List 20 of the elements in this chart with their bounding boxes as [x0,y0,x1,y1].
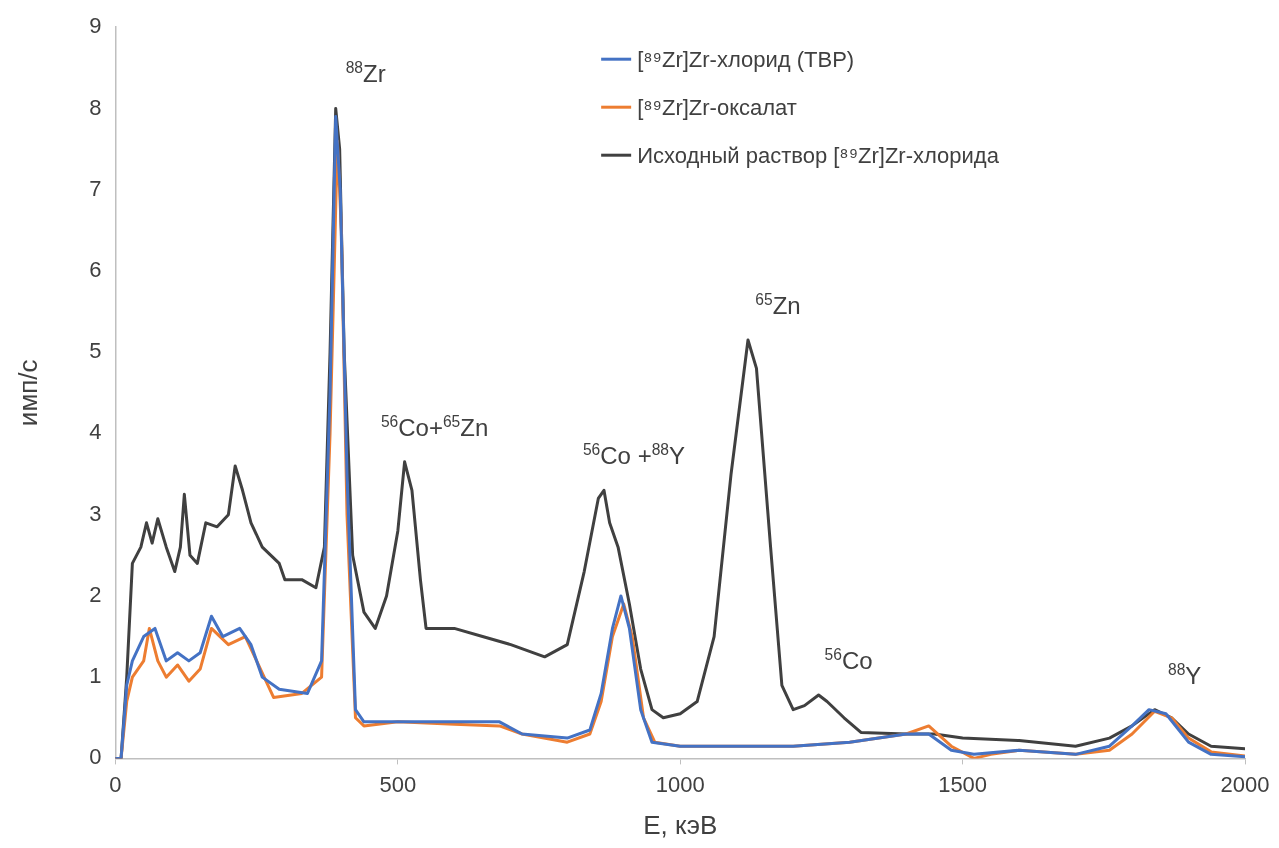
x-tick-label: 500 [379,771,417,797]
y-tick-label: 0 [89,744,102,770]
y-tick-label: 7 [89,175,102,201]
y-tick-label: 8 [89,94,102,120]
y-tick-label: 4 [89,419,102,445]
legend-label: [⁸⁹Zr]Zr-оксалат [637,95,797,121]
x-axis-title: E, кэВ [643,809,718,840]
legend-label: [⁸⁹Zr]Zr-хлорид (TBP) [637,47,855,73]
x-tick-label: 2000 [1220,771,1270,797]
y-tick-label: 6 [89,257,102,282]
y-tick-label: 9 [89,13,102,39]
y-tick-label: 2 [89,581,102,607]
y-axis-title: имп/с [12,359,43,427]
y-tick-label: 5 [89,338,102,364]
x-tick-label: 1500 [938,771,988,797]
y-tick-label: 1 [89,663,102,689]
x-tick-label: 1000 [655,771,705,797]
legend-label: Исходный раствор [⁸⁹Zr]Zr-хлорида [637,143,1000,169]
y-tick-label: 3 [89,500,102,526]
x-tick-label: 0 [109,771,122,797]
